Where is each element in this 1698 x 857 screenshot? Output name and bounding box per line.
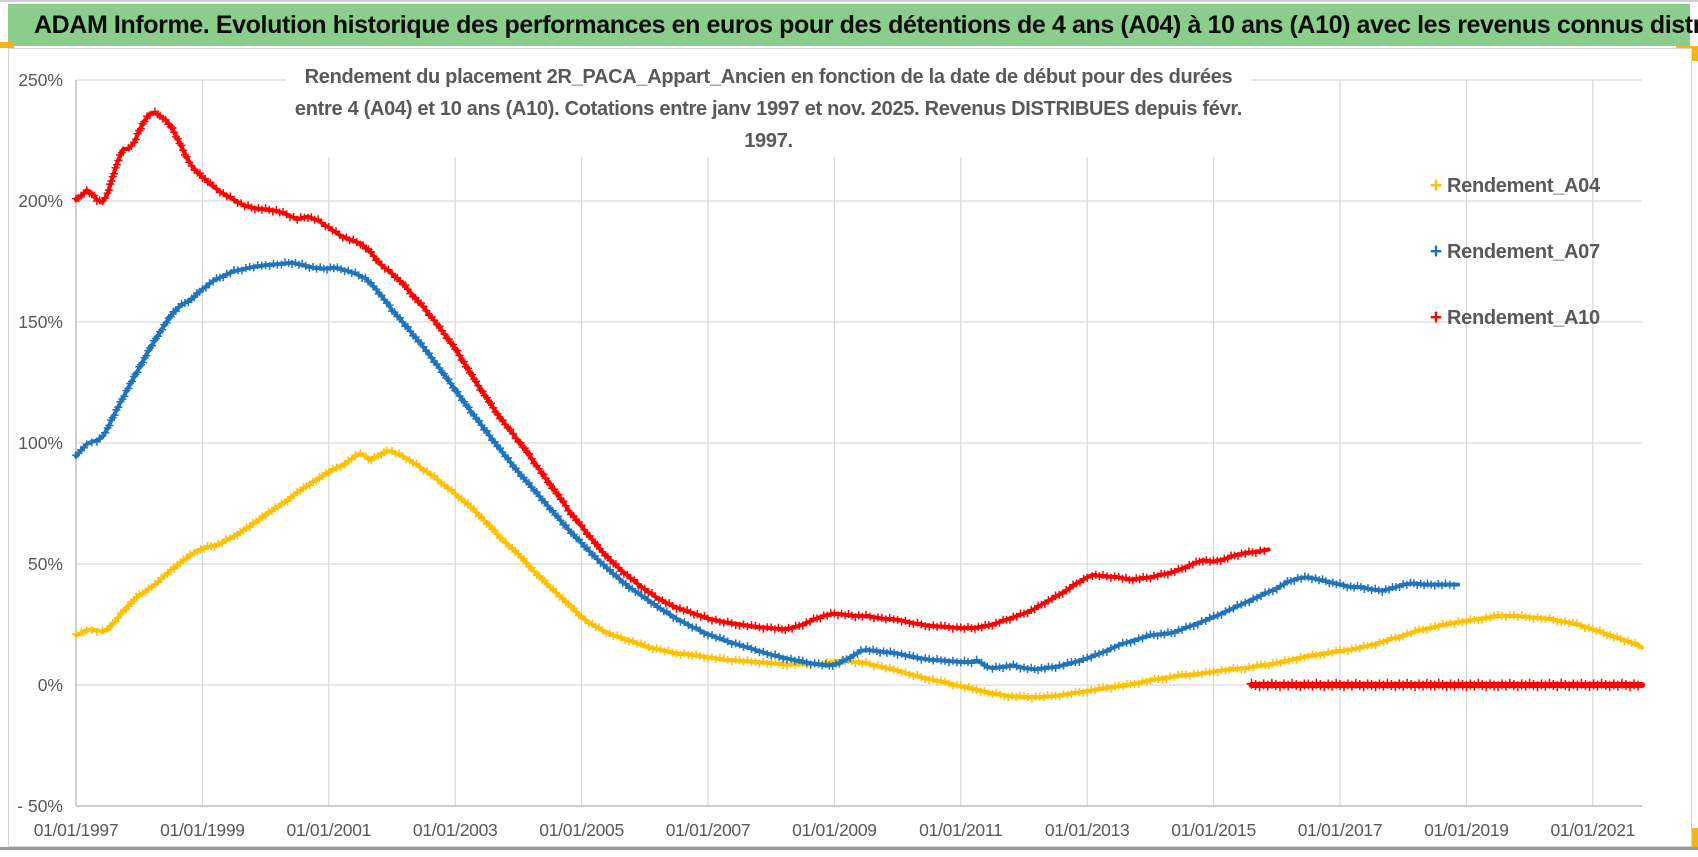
header-title: ADAM Informe. Evolution historique des p… — [34, 10, 1698, 39]
svg-text:- 50%: - 50% — [17, 796, 63, 816]
legend-item-rendement-a07[interactable]: + Rendement_A07 — [1425, 237, 1600, 267]
svg-text:01/01/2019: 01/01/2019 — [1424, 820, 1509, 840]
svg-text:01/01/2021: 01/01/2021 — [1551, 820, 1636, 840]
svg-text:01/01/2017: 01/01/2017 — [1298, 820, 1383, 840]
chart-title-line2: entre 4 (A04) et 10 ans (A10). Cotations… — [294, 98, 1243, 152]
legend-label: Rendement_A10 — [1447, 306, 1600, 329]
svg-text:01/01/2015: 01/01/2015 — [1171, 820, 1256, 840]
legend-label: Rendement_A04 — [1447, 174, 1600, 197]
plus-marker-icon: + — [1429, 174, 1443, 197]
svg-text:01/01/1997: 01/01/1997 — [34, 820, 119, 840]
bottom-divider — [0, 847, 1698, 850]
chart-legend: + Rendement_A04 + Rendement_A07 + Rendem… — [1425, 171, 1600, 369]
gold-edge-left — [0, 42, 14, 48]
header-banner: ADAM Informe. Evolution historique des p… — [8, 4, 1698, 46]
legend-item-rendement-a04[interactable]: + Rendement_A04 — [1425, 171, 1600, 201]
svg-text:01/01/1999: 01/01/1999 — [160, 820, 245, 840]
chart-plot: 250% 200% 150% 100% 50% 0% - 50% 01/01/1997 01/0… — [17, 70, 1646, 840]
svg-text:150%: 150% — [18, 312, 63, 332]
svg-text:0%: 0% — [38, 675, 63, 695]
svg-text:01/01/2001: 01/01/2001 — [287, 820, 372, 840]
chart-title-line1: Rendement du placement 2R_PACA_Appart_An… — [304, 66, 1233, 88]
chart-title: Rendement du placement 2R_PACA_Appart_An… — [286, 61, 1251, 157]
gold-corner-bottom-right-v — [1691, 828, 1698, 848]
svg-text:100%: 100% — [18, 433, 63, 453]
svg-text:01/01/2007: 01/01/2007 — [666, 820, 751, 840]
svg-text:01/01/2009: 01/01/2009 — [792, 820, 877, 840]
plus-marker-icon: + — [1429, 240, 1443, 263]
svg-text:250%: 250% — [18, 70, 63, 90]
svg-text:01/01/2013: 01/01/2013 — [1045, 820, 1130, 840]
svg-text:01/01/2003: 01/01/2003 — [413, 820, 498, 840]
svg-text:50%: 50% — [28, 554, 63, 574]
legend-label: Rendement_A07 — [1447, 240, 1600, 263]
plus-marker-icon: + — [1429, 306, 1443, 329]
chart-canvas[interactable]: 250% 200% 150% 100% 50% 0% - 50% 01/01/1997 01/0… — [8, 48, 1692, 847]
svg-text:200%: 200% — [18, 191, 63, 211]
legend-item-rendement-a10[interactable]: + Rendement_A10 — [1425, 303, 1600, 333]
svg-text:01/01/2005: 01/01/2005 — [539, 820, 624, 840]
gold-corner-top-right-v — [1691, 46, 1698, 61]
svg-text:01/01/2011: 01/01/2011 — [919, 820, 1002, 840]
